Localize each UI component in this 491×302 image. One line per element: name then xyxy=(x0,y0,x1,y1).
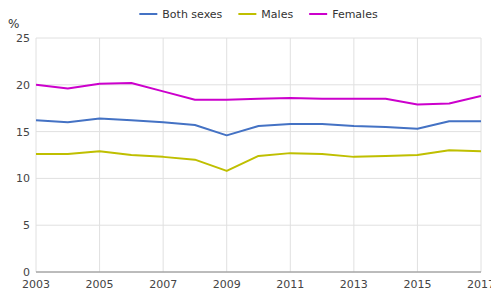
x-grid-line xyxy=(481,38,482,272)
series-line xyxy=(36,118,481,135)
x-grid-line xyxy=(99,38,100,272)
y-tick-label: 20 xyxy=(16,79,30,92)
x-tick-label: 2017 xyxy=(467,278,491,291)
grid xyxy=(36,38,481,272)
y-grid-line xyxy=(36,38,481,39)
x-grid-line xyxy=(290,38,291,272)
axes: 0510152025200320052007200920112013201520… xyxy=(16,32,491,291)
x-tick-label: 2003 xyxy=(22,278,50,291)
y-grid-line xyxy=(36,225,481,226)
legend-swatch xyxy=(309,13,327,15)
x-tick-label: 2011 xyxy=(276,278,304,291)
legend-swatch xyxy=(139,13,157,15)
x-tick-label: 2013 xyxy=(340,278,368,291)
x-tick-label: 2005 xyxy=(86,278,114,291)
y-grid-line xyxy=(36,272,481,273)
y-tick-label: 10 xyxy=(16,172,30,185)
x-grid-line xyxy=(353,38,354,272)
x-tick-label: 2015 xyxy=(403,278,431,291)
series-line xyxy=(36,150,481,171)
x-tick-label: 2009 xyxy=(213,278,241,291)
legend-label: Males xyxy=(261,8,293,21)
legend-swatch xyxy=(238,13,256,15)
x-axis-line xyxy=(36,272,481,273)
legend-label: Females xyxy=(332,8,378,21)
lines xyxy=(36,83,481,171)
y-tick-label: 15 xyxy=(16,126,30,139)
y-tick-label: 25 xyxy=(16,32,30,45)
series-line xyxy=(36,83,481,105)
y-grid-line xyxy=(36,178,481,179)
legend-label: Both sexes xyxy=(162,8,222,21)
legend: Both sexes Males Females xyxy=(139,8,378,21)
chart: 0510152025200320052007200920112013201520… xyxy=(0,0,491,302)
y-axis-label: % xyxy=(8,17,19,31)
y-grid-line xyxy=(36,131,481,132)
x-tick-label: 2007 xyxy=(149,278,177,291)
y-tick-label: 5 xyxy=(23,219,30,232)
x-grid-line xyxy=(163,38,164,272)
x-grid-line xyxy=(226,38,227,272)
